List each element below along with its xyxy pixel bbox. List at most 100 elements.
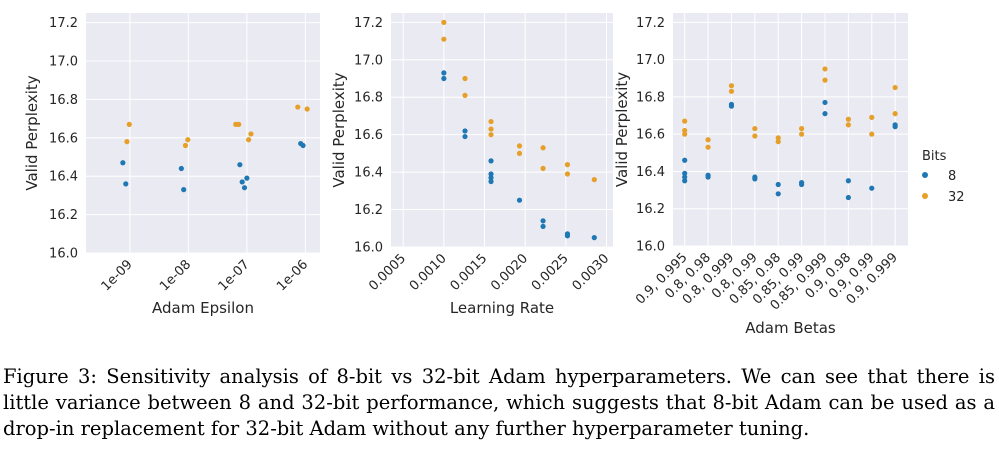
point-bits-8 xyxy=(488,178,494,185)
y-tick-label: 16.4 xyxy=(49,170,78,185)
point-bits-8 xyxy=(441,70,447,76)
y-tick-label: 16.6 xyxy=(354,128,383,143)
point-bits-8 xyxy=(682,157,688,163)
plot-adam-epsilon: 16.0 16.2 16.4 16.6 16.8 17.0 17.2 1e-09 1e-08 1e… xyxy=(23,13,320,317)
legend-label-8: 8 xyxy=(948,169,956,184)
x-tick-label: 0.0030 xyxy=(570,251,613,294)
y-axis-label: Valid Perplexity xyxy=(330,72,348,187)
point-bits-32 xyxy=(124,139,130,145)
point-bits-32 xyxy=(441,19,447,25)
point-bits-8 xyxy=(682,174,688,180)
point-bits-8 xyxy=(775,191,781,197)
point-bits-32 xyxy=(488,132,494,138)
point-bits-8 xyxy=(462,133,468,140)
point-bits-8 xyxy=(239,179,245,185)
plot-area xyxy=(673,13,908,246)
point-bits-8 xyxy=(540,223,546,230)
legend-title: Bits xyxy=(922,149,947,164)
point-bits-8 xyxy=(300,142,306,149)
point-bits-32 xyxy=(462,92,468,98)
point-bits-32 xyxy=(682,127,688,134)
x-tick-label: 1e-07 xyxy=(216,257,253,294)
point-bits-32 xyxy=(441,36,447,42)
point-bits-8 xyxy=(822,111,828,117)
point-bits-32 xyxy=(752,125,758,132)
point-bits-8 xyxy=(516,197,523,203)
x-axis-label: Adam Betas xyxy=(745,319,836,337)
point-bits-32 xyxy=(822,77,828,83)
point-bits-32 xyxy=(488,118,494,125)
point-bits-8 xyxy=(892,124,898,130)
point-bits-8 xyxy=(591,235,597,241)
point-bits-32 xyxy=(246,137,252,143)
point-bits-8 xyxy=(775,181,781,188)
point-bits-8 xyxy=(845,178,851,184)
point-bits-8 xyxy=(488,158,494,164)
x-tick-label: 1e-09 xyxy=(99,257,136,294)
point-bits-32 xyxy=(182,142,189,149)
legend-marker-8 xyxy=(922,172,928,178)
point-bits-8 xyxy=(120,160,126,166)
point-bits-8 xyxy=(869,185,875,191)
point-bits-32 xyxy=(248,131,254,137)
point-bits-32 xyxy=(126,121,132,127)
legend-label-32: 32 xyxy=(948,190,965,205)
y-tick-label: 16.0 xyxy=(636,240,665,255)
y-tick-label: 16.6 xyxy=(636,128,665,143)
point-bits-32 xyxy=(516,150,523,156)
point-bits-8 xyxy=(441,75,447,82)
point-bits-32 xyxy=(705,144,711,150)
point-bits-8 xyxy=(462,128,468,134)
point-bits-8 xyxy=(822,99,828,106)
point-bits-32 xyxy=(775,139,781,145)
y-tick-label: 16.4 xyxy=(636,165,665,180)
point-bits-8 xyxy=(799,181,805,188)
point-bits-32 xyxy=(845,116,851,122)
point-bits-8 xyxy=(244,175,250,181)
point-bits-8 xyxy=(752,176,758,182)
x-tick-label: 0.0020 xyxy=(488,251,531,294)
point-bits-32 xyxy=(185,137,191,143)
point-bits-8 xyxy=(705,174,711,180)
point-bits-32 xyxy=(564,171,571,177)
y-tick-label: 16.2 xyxy=(354,203,383,218)
point-bits-32 xyxy=(304,106,310,112)
point-bits-32 xyxy=(752,133,758,139)
point-bits-32 xyxy=(892,84,898,91)
point-bits-8 xyxy=(181,187,187,193)
y-tick-label: 17.2 xyxy=(354,16,383,31)
point-bits-32 xyxy=(869,114,875,120)
point-bits-32 xyxy=(869,131,875,137)
point-bits-8 xyxy=(845,194,851,201)
point-bits-8 xyxy=(178,165,184,172)
plot-area xyxy=(391,13,613,247)
point-bits-32 xyxy=(488,126,494,132)
figure-caption: Figure 3: Sensitivity analysis of 8-bit … xyxy=(3,365,995,440)
x-tick-label: 1e-06 xyxy=(274,257,311,294)
x-tick-label: 0.0025 xyxy=(529,251,572,294)
plot-area xyxy=(86,13,320,253)
x-tick-label: 0.0015 xyxy=(448,251,491,294)
point-bits-32 xyxy=(775,135,781,141)
y-tick-label: 16.8 xyxy=(354,91,383,106)
legend-marker-32 xyxy=(922,193,928,199)
y-tick-label: 16.8 xyxy=(636,90,665,105)
point-bits-32 xyxy=(799,131,805,137)
point-bits-8 xyxy=(488,171,494,177)
y-tick-label: 16.6 xyxy=(49,131,78,146)
y-axis-label: Valid Perplexity xyxy=(613,72,631,187)
point-bits-32 xyxy=(236,121,242,127)
point-bits-32 xyxy=(822,66,828,72)
point-bits-32 xyxy=(540,145,546,151)
point-bits-32 xyxy=(799,125,805,132)
point-bits-32 xyxy=(728,83,735,89)
point-bits-8 xyxy=(488,175,494,181)
point-bits-32 xyxy=(705,137,711,143)
y-tick-label: 16.8 xyxy=(49,93,78,108)
x-axis-label: Learning Rate xyxy=(450,299,554,317)
plot-adam-betas: 16.016.216.416.616.817.017.20.9, 0.9950.… xyxy=(613,13,908,337)
x-tick-label: 0.0010 xyxy=(407,251,450,294)
legend: Bits 8 32 xyxy=(922,149,965,205)
y-tick-label: 16.0 xyxy=(354,241,383,256)
point-bits-8 xyxy=(123,181,129,187)
